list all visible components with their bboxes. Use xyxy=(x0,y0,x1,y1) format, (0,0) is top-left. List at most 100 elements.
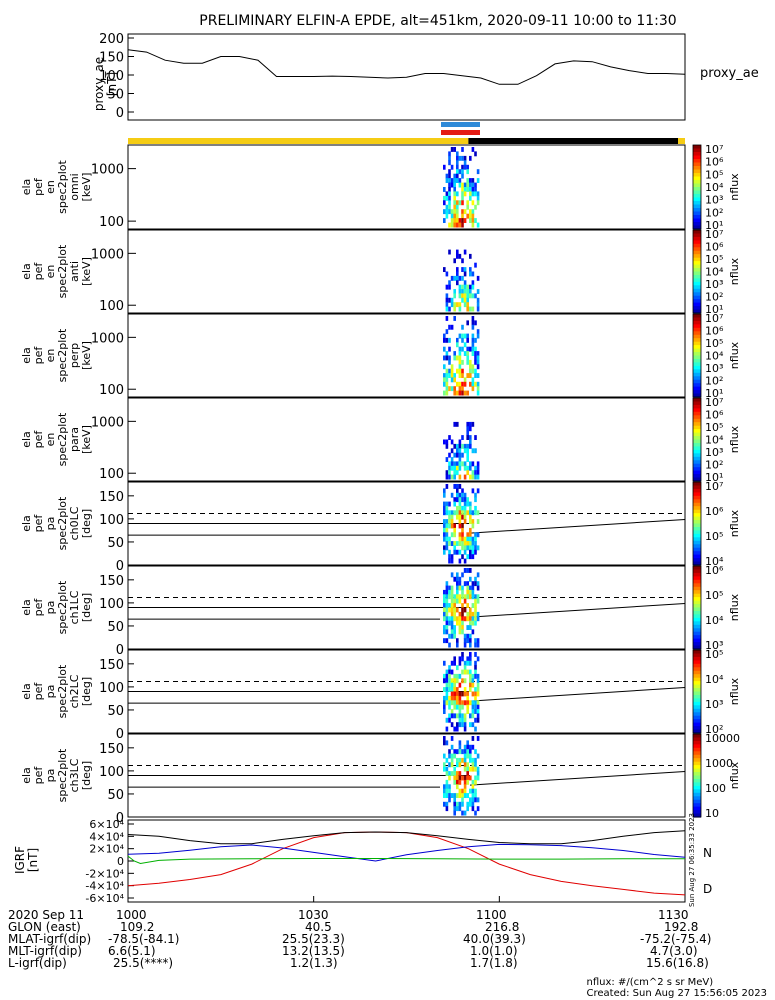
spectrogram-cell xyxy=(476,302,480,308)
spectrogram-cell xyxy=(453,421,456,427)
spectrogram-cell xyxy=(443,594,446,600)
spectrogram-cell xyxy=(448,501,451,507)
colorbar-segment xyxy=(693,677,701,682)
spectrogram-cell xyxy=(474,766,477,772)
spectrogram-cell xyxy=(463,249,467,255)
spectrogram-cell xyxy=(448,797,451,803)
spectrogram-cell xyxy=(474,204,477,210)
y-tick-label: 100 xyxy=(99,299,124,314)
spectrogram-cell xyxy=(471,806,475,812)
spectrogram-cell xyxy=(466,589,469,595)
spectrogram-cell xyxy=(453,191,456,197)
spectrogram-cell xyxy=(458,576,462,582)
igrf-ylabel: IGRF xyxy=(13,846,27,874)
spectrogram-cell xyxy=(453,611,456,617)
colorbar-segment xyxy=(693,365,701,370)
spectrogram-cell xyxy=(450,457,454,462)
spectrogram-cell xyxy=(456,492,459,498)
colorbar-segment xyxy=(693,617,701,622)
spectrogram-cell xyxy=(458,386,462,392)
colorbar-segment xyxy=(693,372,701,377)
colorbar-tick-label: 10⁵ xyxy=(705,421,723,434)
spectrogram-cell xyxy=(458,484,462,489)
spectrogram-cell xyxy=(469,607,472,613)
spectrogram-cell xyxy=(456,691,459,697)
spectrogram-cell xyxy=(445,386,449,392)
spectrogram-cell xyxy=(469,589,472,595)
spectrogram-cell xyxy=(443,709,446,714)
spectrogram-cell xyxy=(476,673,480,679)
colorbar-segment xyxy=(693,611,701,616)
spectrogram-cell xyxy=(463,616,467,622)
colorbar-segment xyxy=(693,460,701,465)
spectrogram-cell xyxy=(474,435,477,440)
spectrogram-cell xyxy=(471,736,475,741)
spectrogram-cell xyxy=(445,501,449,507)
spectrogram-cell xyxy=(458,443,462,449)
spectrogram-cell xyxy=(476,736,480,741)
colorbar-segment xyxy=(693,600,701,605)
spectrogram-cell xyxy=(456,191,459,197)
spectrogram-cell xyxy=(471,691,475,697)
spectrogram-cell xyxy=(450,753,454,759)
colorbar-segment xyxy=(693,324,701,329)
spectrogram-cell xyxy=(476,797,480,803)
spectrogram-cell xyxy=(445,532,449,538)
spectrogram-cell xyxy=(461,381,464,387)
spectrogram-cell xyxy=(469,682,472,688)
spectrogram-cell xyxy=(476,329,480,335)
spectrogram-cell xyxy=(469,182,472,188)
spectrogram-cell xyxy=(476,355,480,361)
panel-ylabel-line: [keV] xyxy=(80,257,93,286)
spectrogram-cell xyxy=(443,505,446,511)
spectrogram-cell xyxy=(448,594,451,600)
spectrogram-cell xyxy=(461,337,464,343)
spectrogram-cell xyxy=(466,187,469,192)
spectrogram-cell xyxy=(471,585,475,591)
spectrogram-cell xyxy=(476,616,480,622)
spectrogram-cell xyxy=(456,452,459,458)
spectrogram-cell xyxy=(469,155,472,161)
spectrogram-cell xyxy=(466,793,469,798)
spectrogram-cell xyxy=(466,448,469,454)
spectrogram-cell xyxy=(474,709,477,714)
spectrogram-cell xyxy=(476,581,480,587)
colorbar-segment xyxy=(693,482,701,487)
colorbar-tick-label: 10⁷ xyxy=(705,143,723,156)
colorbar-segment xyxy=(693,681,701,686)
spectrogram-cell xyxy=(463,545,467,551)
spectrogram-cell xyxy=(453,678,456,684)
spectrogram-cell xyxy=(463,558,467,564)
spectrogram-cell xyxy=(476,585,480,591)
spectrogram-cell xyxy=(476,178,480,183)
colorbar-segment xyxy=(693,729,701,734)
spectrogram-cell xyxy=(466,470,469,476)
spectrogram-cell xyxy=(456,616,459,622)
spectrogram-cell xyxy=(466,638,469,644)
colorbar-label: nflux xyxy=(728,761,741,789)
spectrogram-cell xyxy=(450,757,454,763)
spectrogram-cell xyxy=(463,497,467,503)
figure-marks-layer xyxy=(127,49,686,896)
spectrogram-cell xyxy=(474,359,477,365)
spectrogram-cell xyxy=(471,554,475,560)
colorbar-segment xyxy=(693,285,701,290)
footer-cell: MLAT-igrf(dip) xyxy=(8,932,92,946)
y-tick-label: 150 xyxy=(99,490,124,505)
colorbar-segment xyxy=(693,233,701,238)
spectrogram-cell xyxy=(474,337,477,343)
spectrogram-cell xyxy=(461,452,464,458)
colorbar-segment xyxy=(693,250,701,255)
colorbar-segment xyxy=(693,295,701,300)
spectrogram-cell xyxy=(469,364,472,370)
spectrogram-cell xyxy=(461,275,464,281)
spectrogram-cell xyxy=(453,218,456,223)
spectrogram-cell xyxy=(450,713,454,719)
spectrogram-cell xyxy=(443,736,446,741)
spectrogram-cell xyxy=(458,253,462,259)
spectrogram-cell xyxy=(445,700,449,706)
panel-ylabel-line: en xyxy=(44,433,57,447)
spectrogram-cell xyxy=(453,275,456,281)
spectrogram-cell xyxy=(463,465,467,471)
y-tick-label: 0 xyxy=(116,643,124,658)
